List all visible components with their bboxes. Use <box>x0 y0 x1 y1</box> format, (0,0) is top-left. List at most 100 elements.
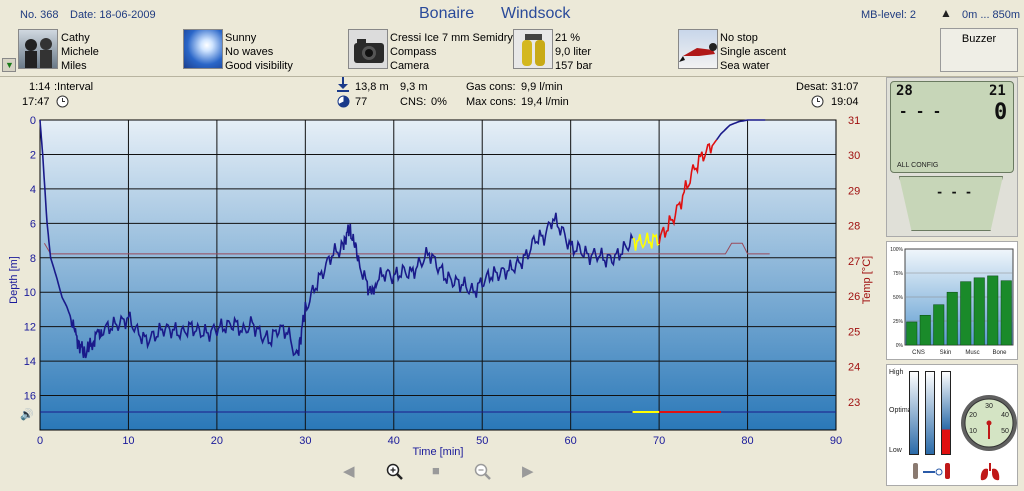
avg-depth: 9,3 m <box>400 81 428 93</box>
divider <box>0 76 1024 77</box>
bar-label-high: High <box>889 369 904 376</box>
y2-tick-label: 29 <box>848 185 860 197</box>
x-tick-label: 0 <box>37 435 43 447</box>
y-tick-label: 16 <box>24 391 36 403</box>
tank-pressure: 157 bar <box>555 60 593 72</box>
y-tick-label: 6 <box>30 218 36 230</box>
tank-icon <box>522 34 545 66</box>
y-tick-label: 4 <box>30 184 36 196</box>
equipment-2: Compass <box>390 46 437 58</box>
speaker-icon: 🔊 <box>20 407 34 421</box>
desat-value: 31:07 <box>831 81 859 93</box>
lcd-dashes: - - - <box>899 104 942 120</box>
depth-series-ascent-fast <box>658 139 718 245</box>
cns-label: CNS: <box>400 96 427 108</box>
buddy-3: Miles <box>61 60 87 72</box>
dial-label-20: 20 <box>969 412 977 419</box>
zoom-in-icon <box>390 467 396 473</box>
gauges-panel: High Optimal Low 30 20 40 10 50 <box>886 364 1018 486</box>
y2-tick-label: 27 <box>848 256 860 268</box>
tissue-tick-label: 100% <box>890 247 903 253</box>
interval-label: :Interval <box>54 81 94 93</box>
y2-tick-label: 28 <box>848 221 860 233</box>
lcd-top-right: 21 <box>989 83 1006 99</box>
y-tick-label: 2 <box>30 149 36 161</box>
dial-label-30: 30 <box>985 403 993 410</box>
buddies-thumbnail[interactable] <box>18 29 58 69</box>
y-tick-label: 12 <box>24 322 36 334</box>
deco-2: Single ascent <box>720 46 787 58</box>
tissue-category-label: Musc <box>965 350 979 356</box>
max-depth: 13,8 m <box>355 81 389 93</box>
tissue-saturation-panel: 100% 75% 50% 25% 0% CNS Skin Musc Bone <box>886 241 1018 360</box>
weather-2: No waves <box>225 46 274 58</box>
y2-tick-label: 24 <box>848 362 860 374</box>
previous-button[interactable]: ◀ <box>343 463 355 480</box>
buddy-2: Michele <box>61 46 99 58</box>
zoom-in-button[interactable] <box>386 463 404 481</box>
max-cons-label: Max cons: <box>466 96 517 108</box>
zoom-out-button[interactable] <box>474 463 492 481</box>
next-button[interactable]: ▶ <box>522 463 534 480</box>
gas-cons-label: Gas cons: <box>466 81 516 93</box>
tank-o2: 21 % <box>555 32 581 44</box>
buzzer-button[interactable]: Buzzer <box>940 28 1018 72</box>
end-time: 19:04 <box>831 96 859 108</box>
bar-label-optimal: Optimal <box>889 407 914 414</box>
max-depth-icon <box>337 77 349 92</box>
level-bar-3 <box>941 371 951 455</box>
dial-label-50: 50 <box>1001 428 1009 435</box>
cns-value: 0% <box>431 96 447 108</box>
camera-icon <box>354 39 384 63</box>
expand-button[interactable]: ▼ <box>2 58 16 72</box>
gas-cons-value: 9,9 l/min <box>521 81 563 93</box>
y-tick-label: 0 <box>30 115 36 127</box>
tissue-bar <box>906 321 918 346</box>
equipment-1: Cressi Ice 7 mm Semidry <box>390 32 513 44</box>
stop-button[interactable]: ■ <box>432 463 440 478</box>
deco-thumbnail[interactable] <box>678 29 718 69</box>
divers-icon <box>25 38 52 68</box>
tissue-bar <box>960 281 972 346</box>
dive-location: Bonaire <box>419 5 475 22</box>
level-bar-2 <box>925 371 935 455</box>
weather-3: Good visibility <box>225 60 293 72</box>
max-cons-value: 19,4 l/min <box>521 96 569 108</box>
dive-site: Windsock <box>501 5 571 22</box>
level-bar-1 <box>909 371 919 455</box>
dial-label-40: 40 <box>1001 412 1009 419</box>
x-tick-label: 30 <box>299 435 311 447</box>
tissue-bar <box>946 291 958 346</box>
tissue-bar <box>933 304 945 346</box>
dial-label-10: 10 <box>969 428 977 435</box>
x-tick-label: 80 <box>741 435 753 447</box>
y2-tick-label: 31 <box>848 115 860 127</box>
chart-grid <box>40 120 836 430</box>
x-tick-label: 70 <box>653 435 665 447</box>
dive-profile-chart[interactable]: 0 10 20 30 40 50 60 70 80 90024681012141623242526… <box>0 110 885 460</box>
y2-tick-label: 30 <box>848 150 860 162</box>
x-tick-label: 60 <box>565 435 577 447</box>
dive-computer-panel: 28 21 - - - 0 ALL CONFIG - - - <box>886 77 1018 237</box>
depth-series <box>39 119 766 359</box>
clock-icon <box>56 95 69 108</box>
diver-swimming-icon <box>679 43 717 62</box>
y2-axis-label: Temp [°C] <box>861 256 873 304</box>
y2-tick-label: 25 <box>848 326 860 338</box>
equipment-thumbnail[interactable] <box>348 29 388 69</box>
tank-thumbnail[interactable] <box>513 29 553 69</box>
weather-1: Sunny <box>225 32 257 44</box>
dive-number: No. 368 <box>20 9 59 21</box>
triangle-down-icon: ▼ <box>5 60 14 70</box>
y2-tick-label: 23 <box>848 397 860 409</box>
x-tick-label: 20 <box>211 435 223 447</box>
bar-label-low: Low <box>889 447 902 454</box>
tissue-category-label: Bone <box>992 350 1007 356</box>
weather-thumbnail[interactable] <box>183 29 223 69</box>
mountain-icon: ▲ <box>940 6 952 20</box>
tissue-category-label: CNS <box>912 350 925 356</box>
lcd-screen: 28 21 - - - 0 ALL CONFIG <box>890 81 1014 173</box>
deco-1: No stop <box>720 32 758 44</box>
lcd-big-digit: 0 <box>994 100 1008 125</box>
tissue-bar <box>973 277 985 346</box>
